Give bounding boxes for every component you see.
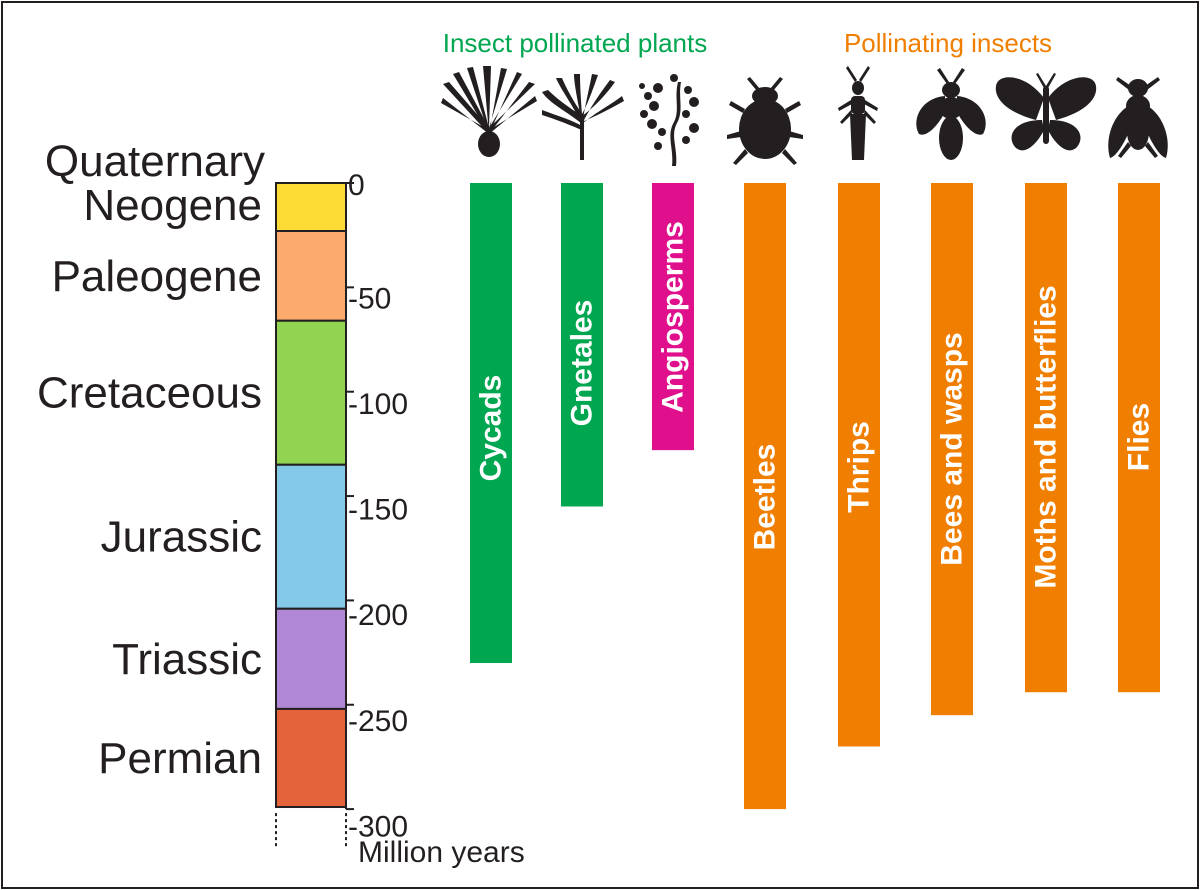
period-band-permian [275, 707, 347, 809]
thrips-icon [838, 66, 878, 160]
bar-label-angiosperms: Angiosperms [657, 221, 690, 413]
bar-thrips [838, 183, 880, 747]
range-bars: Cycads Gnetales Angiosperms Beetles Thrips Be… [470, 183, 1160, 810]
y-tick-label-4: -200 [348, 599, 408, 632]
y-axis-title: Million years [358, 836, 525, 869]
bar-label-bees-and-wasps: Bees and wasps [936, 332, 969, 565]
bar-moths-and-butterflies [1025, 183, 1067, 693]
period-label-triassic: Triassic [112, 635, 262, 684]
y-tick-label-1: -50 [348, 283, 391, 316]
bar-label-flies: Flies [1123, 403, 1156, 471]
y-tick-label-6: -300 [348, 810, 408, 843]
beetle-icon [727, 77, 803, 165]
butterfly-icon [995, 73, 1097, 151]
fly-icon [1108, 77, 1168, 158]
period-band-cretaceous [275, 319, 347, 466]
group-title-plants: Insect pollinated plants [443, 28, 708, 58]
bar-angiosperms [652, 183, 694, 451]
icon-row [441, 66, 1168, 166]
period-band-neogene [275, 182, 347, 233]
bar-label-thrips: Thrips [843, 421, 876, 513]
bar-beetles [744, 183, 786, 810]
bar-flies [1118, 183, 1160, 693]
period-label-neogene: Neogene [83, 181, 262, 230]
time-axis: 0 -50 -100 -150 -200 -250 -300 [275, 169, 408, 850]
group-title-insects: Pollinating insects [844, 28, 1052, 58]
period-label-jurassic: Jurassic [101, 513, 262, 562]
bee-icon [916, 68, 986, 160]
bar-gnetales [561, 183, 603, 507]
angiosperm-icon [639, 74, 699, 166]
period-label-paleogene: Paleogene [52, 252, 262, 301]
period-band-jurassic [275, 463, 347, 610]
gnetales-icon [542, 74, 624, 160]
bar-label-beetles: Beetles [749, 444, 782, 551]
y-tick-label-5: -250 [348, 705, 408, 738]
bar-label-gnetales: Gnetales [566, 300, 599, 427]
bar-bees-and-wasps [931, 183, 973, 716]
period-label-quaternary: Quaternary [45, 137, 265, 186]
period-band-triassic [275, 607, 347, 710]
bar-cycads [470, 183, 512, 664]
y-tick-label-3: -150 [348, 494, 408, 527]
period-label-cretaceous: Cretaceous [37, 369, 262, 418]
y-tick-label-2: -100 [348, 388, 408, 421]
bar-label-cycads: Cycads [475, 375, 508, 482]
cycad-icon [441, 66, 537, 157]
period-label-permian: Permian [98, 734, 262, 783]
y-tick-label-0: 0 [348, 169, 365, 202]
bar-label-moths-and-butterflies: Moths and butterflies [1030, 285, 1063, 588]
period-band-paleogene [275, 230, 347, 322]
